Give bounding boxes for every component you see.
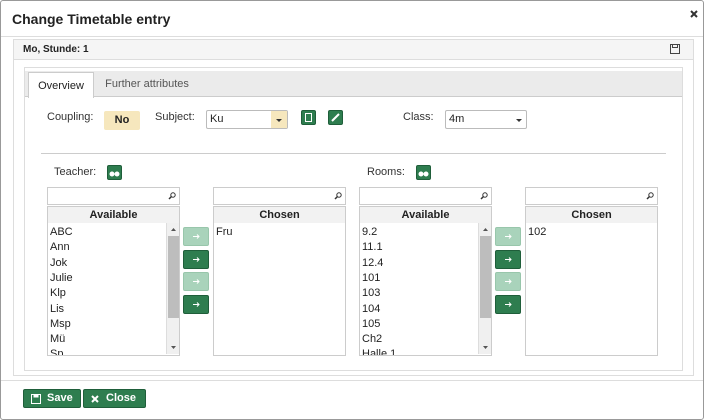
list-item[interactable]: Mü: [50, 333, 66, 346]
dialog-title: Change Timetable entry: [12, 11, 171, 27]
search-button[interactable]: [416, 165, 431, 180]
separator: [41, 153, 666, 154]
list-item[interactable]: Halle 1: [362, 348, 397, 356]
search-box[interactable]: [525, 187, 658, 205]
search-box[interactable]: [359, 187, 492, 205]
list-item[interactable]: Ch2: [362, 333, 383, 346]
list-item[interactable]: 11.1: [362, 241, 383, 254]
list-item[interactable]: 105: [362, 317, 381, 330]
tab-active[interactable]: Overview: [28, 72, 94, 98]
list-header: Chosen: [525, 206, 658, 224]
list: 102: [525, 223, 658, 356]
move-button[interactable]: [495, 295, 521, 314]
select-value: 4m: [449, 113, 465, 125]
search-box[interactable]: [213, 187, 346, 205]
list-item[interactable]: Jok: [50, 256, 68, 269]
move-button[interactable]: [183, 227, 209, 246]
list-item[interactable]: Julie: [50, 271, 73, 284]
move-button[interactable]: [495, 250, 521, 269]
save-button[interactable]: Save: [23, 389, 81, 408]
move-button[interactable]: [183, 272, 209, 291]
new-button[interactable]: [301, 110, 316, 125]
move-button[interactable]: [495, 227, 521, 246]
list-item[interactable]: Klp: [50, 287, 66, 300]
list-item[interactable]: 104: [362, 302, 381, 315]
select-arrow[interactable]: [271, 111, 287, 128]
select-value: Ku: [210, 113, 224, 125]
move-button[interactable]: [183, 295, 209, 314]
list-item[interactable]: Ann: [50, 241, 70, 254]
scrollbar[interactable]: [478, 223, 491, 354]
subject-label: Subject:: [155, 111, 195, 123]
list: Fru: [213, 223, 346, 356]
list-header: Chosen: [213, 206, 346, 224]
tab-strip: [25, 71, 682, 97]
coupling-label: Coupling:: [47, 111, 94, 123]
divider: [1, 36, 703, 37]
button-label: Close: [106, 392, 136, 404]
close-button[interactable]: Close: [83, 389, 146, 408]
list-item[interactable]: 101: [362, 271, 381, 284]
panel-header: [14, 40, 693, 60]
list: ABC Ann Jok Julie Klp Lis Msp Mü Sp: [47, 223, 180, 356]
list-item[interactable]: 103: [362, 287, 381, 300]
tab-container: [24, 67, 683, 371]
tab[interactable]: Further attributes: [105, 78, 189, 90]
close-icon[interactable]: [690, 10, 698, 18]
button-label: Save: [47, 392, 73, 404]
list: 9.2 11.1 12.4 101 103 104 105 Ch2 Halle 1: [359, 223, 492, 356]
edit-button[interactable]: [328, 110, 343, 125]
move-button[interactable]: [495, 272, 521, 291]
class-label: Class:: [403, 111, 434, 123]
list-item[interactable]: Sp: [50, 348, 64, 356]
list-header: Available: [359, 206, 492, 224]
class-select[interactable]: 4m: [445, 110, 527, 129]
list-item[interactable]: ABC: [50, 226, 73, 238]
list-item[interactable]: Lis: [50, 302, 65, 315]
coupling-toggle[interactable]: No: [104, 111, 140, 130]
list-item[interactable]: Fru: [216, 226, 233, 238]
list-item[interactable]: 102: [528, 226, 547, 238]
panel-title: Mo, Stunde: 1: [23, 44, 89, 55]
list-item[interactable]: Msp: [50, 317, 71, 330]
divider: [1, 380, 703, 381]
search-button[interactable]: [107, 165, 122, 180]
section-label: Rooms:: [367, 166, 405, 178]
list-item[interactable]: 9.2: [362, 226, 378, 238]
scrollbar[interactable]: [166, 223, 179, 354]
move-button[interactable]: [183, 250, 209, 269]
panel: [13, 39, 694, 376]
search-box[interactable]: [47, 187, 180, 205]
list-item[interactable]: 12.4: [362, 256, 384, 269]
save-icon[interactable]: [670, 44, 680, 54]
subject-select[interactable]: Ku: [206, 110, 288, 129]
section-label: Teacher:: [54, 166, 97, 178]
list-header: Available: [47, 206, 180, 224]
